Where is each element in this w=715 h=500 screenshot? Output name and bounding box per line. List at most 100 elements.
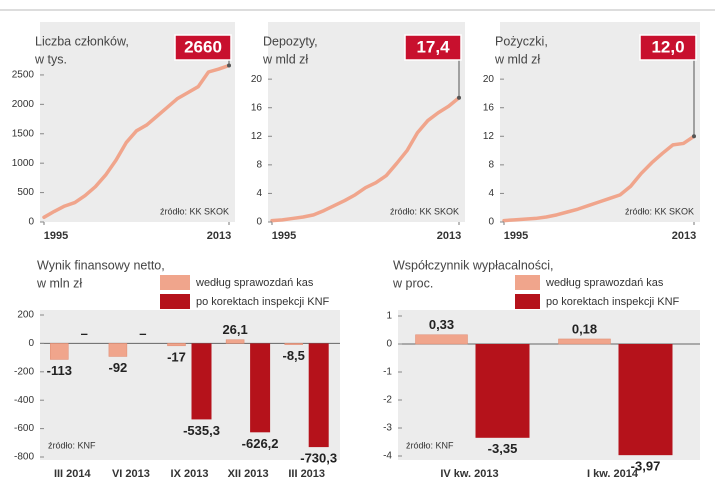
x-tick-label: I kw. 2014 [587, 468, 639, 480]
value-label: – [81, 326, 88, 341]
y-tick-label: 1500 [12, 128, 35, 139]
value-label: -92 [109, 360, 128, 375]
bar [225, 339, 245, 344]
y-tick-label: 8 [256, 159, 262, 170]
chart-title: Pożyczki, [495, 34, 548, 48]
source: źródło: KK SKOK [625, 206, 694, 216]
y-tick-label: 2000 [12, 99, 35, 110]
y-tick-label: 500 [17, 187, 34, 198]
legend-label: według sprawozdań kas [545, 277, 664, 289]
bar [308, 343, 329, 448]
end-label: 2660 [184, 37, 222, 56]
y-tick-label: 20 [251, 74, 263, 85]
y-tick-label: 0 [488, 217, 494, 228]
y-tick-label: 1000 [12, 158, 35, 169]
value-label: -113 [47, 363, 72, 378]
chart-title: w tys. [34, 52, 67, 66]
value-label: 0,33 [429, 317, 454, 332]
y-tick-label: 0 [386, 339, 392, 350]
y-tick-label: 16 [483, 102, 495, 113]
y-tick-label: 4 [256, 188, 262, 199]
x-tick-label: III 2014 [54, 468, 92, 480]
y-tick-label: 12 [483, 131, 495, 142]
legend-swatch [515, 275, 540, 290]
end-label: 17,4 [416, 37, 450, 56]
end-point [227, 63, 231, 68]
chart-title: w proc. [392, 276, 433, 290]
value-label: 26,1 [222, 322, 247, 337]
bar [108, 343, 128, 357]
y-tick-label: 1 [386, 311, 392, 322]
source: źródło: KNF [48, 440, 96, 450]
y-tick-label: 20 [483, 74, 495, 85]
y-tick-label: 16 [251, 102, 263, 113]
legend-swatch [160, 275, 190, 290]
x-tick-label: 1995 [44, 230, 68, 242]
y-tick-label: -400 [14, 395, 34, 406]
y-tick-label: -600 [14, 423, 34, 434]
chart-title: Liczba członków, [35, 34, 129, 48]
bar [618, 344, 673, 456]
y-tick-label: 0 [28, 217, 34, 228]
value-label: – [139, 326, 146, 341]
bar [191, 343, 212, 420]
value-label: -8,5 [282, 348, 304, 363]
x-tick-label: 2013 [672, 230, 696, 242]
chart-title: Wynik finansowy netto, [37, 258, 165, 272]
x-tick-label: 1995 [504, 230, 528, 242]
chart-title: w mld zł [494, 52, 540, 66]
source: źródło: KK SKOK [390, 206, 459, 216]
bar [558, 338, 611, 345]
legend-swatch [515, 294, 540, 309]
y-tick-label: 200 [17, 310, 34, 321]
bar [284, 343, 303, 345]
data-line [502, 134, 696, 223]
y-tick-label: -2 [383, 395, 392, 406]
end-badge [404, 34, 462, 61]
x-tick-label: 1995 [272, 230, 296, 242]
legend-label: według sprawozdań kas [195, 277, 314, 289]
end-badge [174, 34, 232, 61]
legend-label: po korektach inspekcji KNF [546, 296, 680, 308]
y-tick-label: 0 [256, 217, 262, 228]
x-tick-label: IX 2013 [171, 468, 209, 480]
y-tick-label: -3 [383, 423, 392, 434]
y-tick-label: 8 [488, 159, 494, 170]
y-tick-label: 2500 [12, 70, 35, 81]
y-tick-label: -200 [14, 366, 34, 377]
data-line [270, 95, 461, 223]
end-label: 12,0 [651, 37, 684, 56]
value-label: -626,2 [242, 436, 279, 451]
y-tick-label: 4 [488, 188, 494, 199]
end-badge [639, 34, 697, 61]
data-line [42, 63, 231, 220]
y-tick-label: 12 [251, 131, 263, 142]
chart-title: w mln zł [36, 276, 82, 290]
value-label: -535,3 [183, 423, 220, 438]
legend-swatch [160, 294, 190, 309]
bar [475, 344, 530, 438]
y-tick-label: -800 [14, 452, 34, 463]
y-tick-label: 0 [28, 338, 34, 349]
x-tick-label: XII 2013 [228, 468, 269, 480]
value-label: -730,3 [300, 451, 337, 466]
value-label: 0,18 [572, 321, 597, 336]
bar [415, 334, 468, 345]
x-tick-label: 2013 [207, 230, 231, 242]
panel [40, 310, 340, 460]
end-point [692, 134, 696, 139]
value-label: -3,97 [631, 459, 661, 474]
end-point [457, 95, 461, 100]
x-tick-label: III 2013 [288, 468, 325, 480]
bar [250, 343, 271, 433]
x-tick-label: VI 2013 [112, 468, 150, 480]
chart-title: w mld zł [262, 52, 308, 66]
x-tick-label: IV kw. 2013 [440, 468, 498, 480]
y-tick-label: -1 [383, 367, 392, 378]
x-tick-label: 2013 [437, 230, 461, 242]
bar [167, 343, 186, 347]
chart-title: Depozyty, [263, 34, 318, 48]
y-tick-label: -4 [383, 451, 392, 462]
value-label: -3,35 [488, 441, 518, 456]
